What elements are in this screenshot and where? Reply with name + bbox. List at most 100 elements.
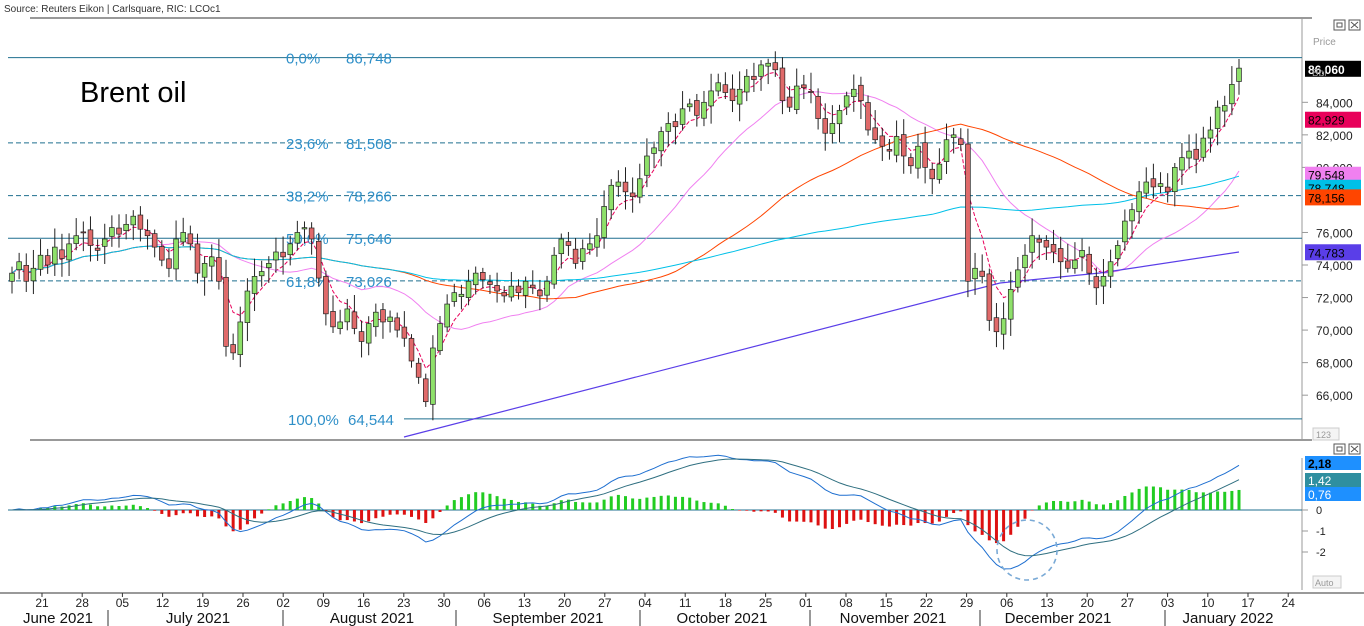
close-icon[interactable] xyxy=(1348,443,1361,455)
candle xyxy=(672,113,679,145)
candle xyxy=(779,57,786,115)
date-tick-label: 30 xyxy=(437,596,451,610)
candle xyxy=(965,128,971,298)
candle-body xyxy=(879,135,886,147)
candle xyxy=(872,110,878,144)
candle-body xyxy=(273,251,279,261)
month-label: August 2021 xyxy=(330,610,414,626)
candle xyxy=(130,210,137,241)
candle-body xyxy=(1236,67,1242,82)
candle xyxy=(16,252,22,280)
candle xyxy=(472,266,479,295)
candle xyxy=(52,228,58,276)
candle xyxy=(1093,267,1100,305)
candle-body xyxy=(101,238,108,247)
candle-body xyxy=(922,142,928,168)
candle-body xyxy=(979,270,985,277)
candle-body xyxy=(151,233,158,248)
candle-body xyxy=(1015,269,1021,288)
candle xyxy=(280,236,286,275)
value-tag-label: 78,156 xyxy=(1308,191,1345,205)
candle xyxy=(330,295,336,333)
candle-body xyxy=(444,303,450,328)
candle-body xyxy=(1022,254,1028,269)
close-icon[interactable] xyxy=(1348,19,1361,31)
candle xyxy=(301,221,308,244)
auto-button[interactable]: Auto xyxy=(1312,575,1342,589)
candle xyxy=(715,73,721,97)
moving-average-line xyxy=(11,71,1240,370)
candle xyxy=(530,270,536,295)
candle xyxy=(494,272,500,303)
candle-body xyxy=(701,101,707,119)
indicator-tag-label: 0,76 xyxy=(1308,488,1332,502)
date-tick-label: 19 xyxy=(196,596,210,610)
candle xyxy=(644,138,650,188)
candle xyxy=(1072,242,1078,274)
fibonacci-percent-label: 0,0% xyxy=(286,51,320,68)
date-tick-label: 17 xyxy=(1241,596,1255,610)
candle xyxy=(187,225,194,251)
candle-body xyxy=(808,91,814,93)
price-tick-label: 76,000 xyxy=(1316,226,1353,240)
candle-body xyxy=(572,248,579,264)
candle xyxy=(480,267,486,289)
candle xyxy=(993,303,1000,348)
candle-body xyxy=(729,88,736,102)
candle xyxy=(729,74,736,113)
candle-body xyxy=(929,168,935,180)
candle-body xyxy=(472,272,479,286)
restore-icon[interactable] xyxy=(1333,19,1346,31)
candle-body xyxy=(886,149,893,152)
candle xyxy=(1221,95,1228,127)
restore-icon[interactable] xyxy=(1333,443,1346,455)
macd-line xyxy=(11,454,1240,570)
candle xyxy=(851,74,857,112)
candle xyxy=(501,286,507,303)
candle xyxy=(1036,234,1043,260)
scale-button[interactable]: 123 xyxy=(1312,427,1340,441)
candle-body xyxy=(565,241,572,246)
candle xyxy=(929,163,935,195)
candle xyxy=(373,303,379,337)
auto-button-label: Auto xyxy=(1315,578,1334,588)
candle-body xyxy=(380,309,386,323)
date-tick-label: 06 xyxy=(478,596,492,610)
date-tick-label: 27 xyxy=(1121,596,1135,610)
candle xyxy=(1143,167,1150,199)
candle xyxy=(893,120,900,163)
price-tick-label: 70,000 xyxy=(1316,324,1353,338)
indicator-tag xyxy=(1305,473,1361,487)
candle xyxy=(66,233,72,276)
candle xyxy=(679,91,686,131)
candle xyxy=(1150,163,1157,199)
candle xyxy=(943,123,950,174)
candle-body xyxy=(1079,250,1085,258)
candle xyxy=(801,74,807,100)
candle xyxy=(1100,259,1107,305)
value-tag xyxy=(1305,189,1361,206)
candle xyxy=(522,276,529,309)
candle xyxy=(258,260,265,287)
candle xyxy=(273,237,279,273)
candle-body xyxy=(1193,148,1199,160)
candle-body xyxy=(601,206,607,238)
value-tag xyxy=(1305,244,1361,261)
candle-body xyxy=(1200,137,1207,158)
candle-body xyxy=(1050,244,1057,253)
date-tick-label: 13 xyxy=(1040,596,1054,610)
candle xyxy=(958,128,964,151)
candle-body xyxy=(993,317,1000,333)
candle xyxy=(1007,271,1014,336)
candle-body xyxy=(144,230,151,237)
candle-body xyxy=(387,316,393,322)
candle xyxy=(629,177,636,213)
candle-body xyxy=(1164,186,1171,193)
candle-body xyxy=(765,62,771,67)
candle-body xyxy=(986,273,993,321)
date-tick-label: 23 xyxy=(397,596,411,610)
date-tick-label: 09 xyxy=(317,596,331,610)
candle xyxy=(808,72,814,104)
candle xyxy=(1229,66,1235,116)
candle-body xyxy=(1065,260,1071,269)
